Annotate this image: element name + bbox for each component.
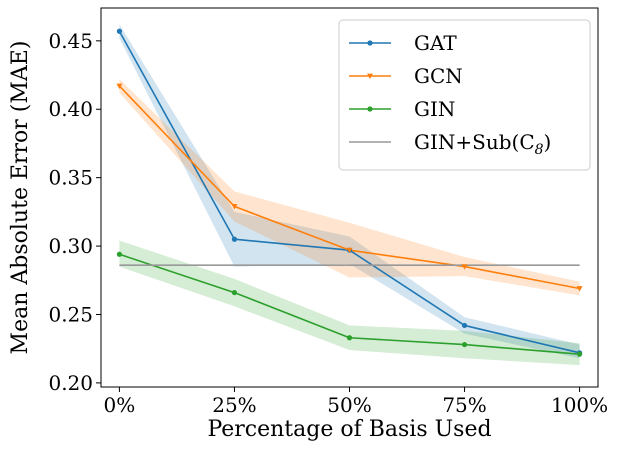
marker-gin-1 [231,289,238,296]
marker-gcn-4 [576,286,583,292]
y-tick-label-2: 0.30 [48,234,93,258]
legend-label-gcn: GCN [414,64,463,88]
marker-gcn-0 [116,83,123,89]
y-tick-label-1: 0.25 [48,302,93,326]
legend-marker-gin [367,106,373,112]
axis-ticks: 0% 25% 50% 75% 100% 0.20 0.25 0.30 0.35 0.40 0.45 [48,29,608,417]
y-axis-label: Mean Absolute Error (MAE) [8,41,33,355]
legend-marker-gat [367,40,373,46]
marker-gcn-2 [346,247,353,254]
marker-gcn-1 [231,203,238,210]
marker-gin-0 [116,251,123,257]
marker-gin-2 [346,335,353,341]
x-axis-label: Percentage of Basis Used [207,417,491,442]
legend-label-gat: GAT [414,31,457,55]
x-tick-label-2: 50% [327,393,371,417]
x-tick-label-3: 75% [442,393,486,417]
legend-label-gin-sub-c: GIN+Sub(C8) [414,130,551,158]
band-gat [119,24,580,359]
marker-gat-1 [231,236,238,242]
marker-gin-3 [461,341,468,348]
marker-gat-3 [461,322,468,329]
x-tick-label-4: 100% [551,393,608,417]
y-tick-label-4: 0.40 [48,97,93,121]
band-gin [119,240,580,366]
marker-gat-0 [116,28,123,34]
x-tick-label-1: 25% [212,393,256,417]
legend-label-gin: GIN [414,97,455,121]
y-tick-label-0: 0.20 [48,371,93,395]
y-tick-label-3: 0.35 [48,166,93,190]
legend-box [338,19,591,171]
legend: GAT GCN GIN GIN+Sub(C8) [338,19,591,171]
x-tick-label-0: 0% [104,393,136,417]
y-tick-label-5: 0.45 [48,29,93,53]
series-markers [116,28,583,357]
legend-marker-gcn [367,73,373,79]
marker-gin-4 [576,351,583,357]
marker-gcn-3 [461,264,468,270]
